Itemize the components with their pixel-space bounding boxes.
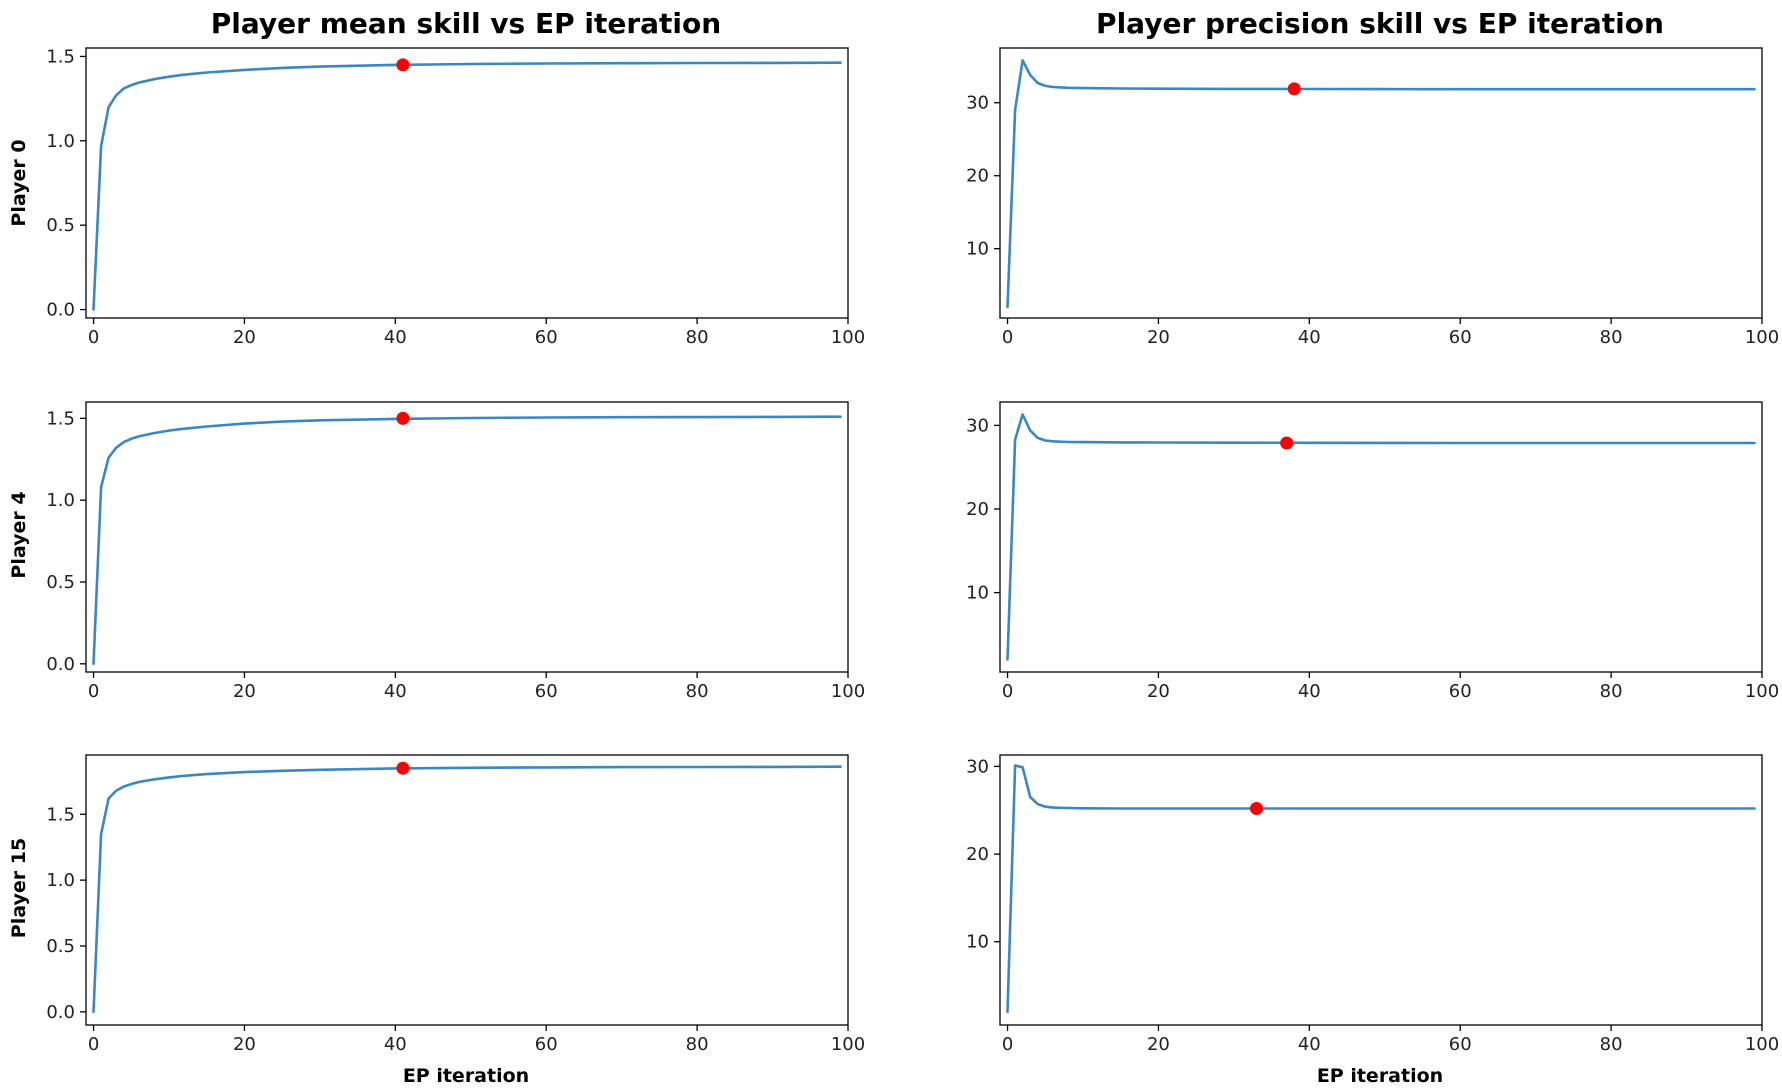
axes-frame-r0c1 [999, 47, 1763, 319]
y-tick-label-r0c0: 0.5 [46, 215, 75, 236]
axes-frame-r2c0 [85, 754, 849, 1026]
y-tick-label-r0c0: 0.0 [46, 300, 75, 321]
y-tick-label-r0c1: 20 [966, 166, 989, 187]
x-tick-label-r0c0: 100 [831, 327, 865, 348]
col-title-precision: Player precision skill vs EP iteration [1096, 7, 1664, 40]
x-tick-label-r0c1: 0 [1002, 327, 1013, 348]
x-tick-label-r1c1: 80 [1600, 681, 1623, 702]
highlight-point-r2c1 [1250, 802, 1263, 815]
axes-frame-r1c0 [85, 401, 849, 673]
x-tick-label-r2c0: 80 [686, 1034, 709, 1055]
subplot-r0c1: 0 20 40 60 80 100 10 20 30 [966, 47, 1779, 348]
subplot-r1c0: 0 20 40 60 80 100 0.0 0.5 1.0 1.5 [46, 401, 865, 702]
x-tick-label-r1c0: 80 [686, 681, 709, 702]
y-tick-label-r1c0: 0.5 [46, 572, 75, 593]
x-tick-label-r2c1: 0 [1002, 1034, 1013, 1055]
subplot-r1c1: 0 20 40 60 80 100 10 20 30 [966, 401, 1779, 702]
x-tick-label-r2c1: 60 [1449, 1034, 1472, 1055]
x-axis-label-mean: EP iteration [403, 1065, 529, 1087]
series-line-r2c0 [92, 765, 842, 1014]
x-tick-label-r2c1: 40 [1298, 1034, 1321, 1055]
x-tick-label-r0c0: 20 [233, 327, 256, 348]
series-line-r1c0 [92, 415, 842, 666]
y-tick-label-r0c1: 10 [966, 239, 989, 260]
y-tick-label-r0c0: 1.5 [46, 46, 75, 67]
y-tick-label-r2c0: 0.5 [46, 936, 75, 957]
x-tick-label-r0c1: 80 [1600, 327, 1623, 348]
y-tick-label-r1c1: 20 [966, 499, 989, 520]
subplot-r2c0: 0 20 40 60 80 100 0.0 0.5 1.0 1.5 [46, 754, 865, 1055]
row-label-player-4: Player 4 [8, 491, 30, 578]
x-tick-label-r0c0: 0 [88, 327, 99, 348]
y-tick-label-r2c0: 1.0 [46, 870, 75, 891]
x-tick-label-r2c0: 0 [88, 1034, 99, 1055]
highlight-point-r0c1 [1287, 82, 1301, 96]
x-tick-label-r2c0: 60 [535, 1034, 558, 1055]
x-tick-label-r0c1: 100 [1745, 327, 1779, 348]
row-label-player-15: Player 15 [8, 838, 30, 938]
x-tick-label-r2c0: 40 [384, 1034, 407, 1055]
y-tick-label-r1c0: 0.0 [46, 654, 75, 675]
x-axis-label-precision: EP iteration [1317, 1065, 1443, 1087]
y-tick-label-r0c0: 1.0 [46, 131, 75, 152]
subplot-r0c0: 0 20 40 60 80 100 0.0 0.5 1.0 1.5 [46, 46, 865, 348]
x-tick-label-r2c1: 80 [1600, 1034, 1623, 1055]
x-tick-label-r1c1: 40 [1298, 681, 1321, 702]
x-tick-label-r0c0: 80 [686, 327, 709, 348]
y-tick-label-r1c1: 10 [966, 583, 989, 604]
x-tick-label-r0c1: 20 [1147, 327, 1170, 348]
highlight-point-r2c0 [396, 761, 410, 775]
y-tick-label-r2c1: 10 [966, 932, 989, 953]
x-tick-label-r1c0: 40 [384, 681, 407, 702]
axes-frame-r2c1 [999, 754, 1763, 1026]
x-tick-label-r1c1: 20 [1147, 681, 1170, 702]
x-tick-label-r1c0: 100 [831, 681, 865, 702]
series-line-r0c1 [1006, 59, 1756, 309]
y-tick-label-r1c0: 1.5 [46, 408, 75, 429]
highlight-point-r1c0 [396, 411, 410, 425]
series-line-r1c1 [1006, 413, 1756, 661]
x-tick-label-r0c0: 60 [535, 327, 558, 348]
x-tick-label-r0c1: 40 [1298, 327, 1321, 348]
x-tick-label-r1c1: 60 [1449, 681, 1472, 702]
y-tick-label-r0c1: 30 [966, 93, 989, 114]
row-label-player-0: Player 0 [8, 139, 30, 226]
x-tick-label-r1c1: 0 [1002, 681, 1013, 702]
x-tick-label-r0c0: 40 [384, 327, 407, 348]
x-tick-label-r1c0: 20 [233, 681, 256, 702]
series-line-r2c1 [1006, 764, 1756, 1014]
highlight-point-r0c0 [396, 58, 410, 72]
y-tick-label-r2c1: 30 [966, 756, 989, 777]
x-tick-label-r1c0: 60 [535, 681, 558, 702]
x-tick-label-r2c0: 100 [831, 1034, 865, 1055]
col-title-mean: Player mean skill vs EP iteration [211, 7, 721, 40]
series-line-r0c0 [92, 61, 842, 311]
subplot-r2c1: 0 20 40 60 80 100 10 20 30 [966, 754, 1779, 1055]
y-tick-label-r1c0: 1.0 [46, 490, 75, 511]
y-tick-label-r1c1: 30 [966, 415, 989, 436]
x-tick-label-r2c0: 20 [233, 1034, 256, 1055]
x-tick-label-r1c1: 100 [1745, 681, 1779, 702]
y-tick-label-r2c0: 0.0 [46, 1002, 75, 1023]
axes-frame-r0c0 [85, 47, 849, 319]
x-tick-label-r2c1: 20 [1147, 1034, 1170, 1055]
x-tick-label-r1c0: 0 [88, 681, 99, 702]
highlight-point-r1c1 [1280, 436, 1294, 450]
y-tick-label-r2c0: 1.5 [46, 804, 75, 825]
axes-frame-r1c1 [999, 401, 1763, 673]
y-tick-label-r2c1: 20 [966, 844, 989, 865]
x-tick-label-r2c1: 100 [1745, 1034, 1779, 1055]
x-tick-label-r0c1: 60 [1449, 327, 1472, 348]
